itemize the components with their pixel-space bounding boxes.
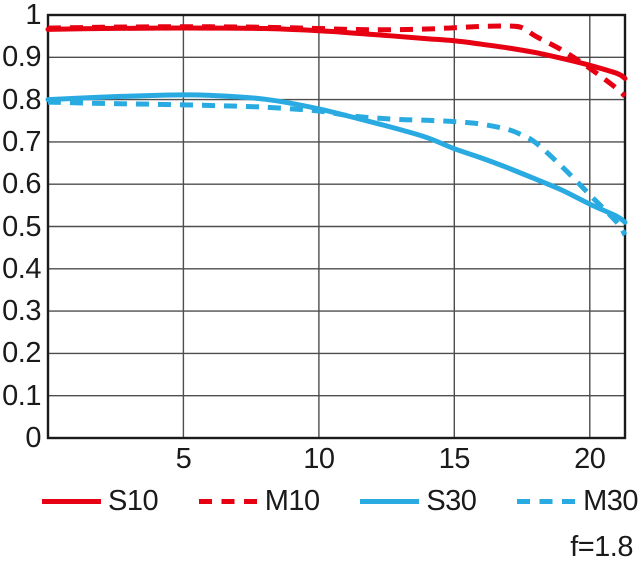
legend-item-m30: M30 — [517, 485, 638, 517]
solid-line-swatch — [42, 498, 101, 504]
y-tick-label: 0.8 — [2, 83, 41, 116]
x-tick-label: 5 — [175, 443, 192, 475]
dashed-line-swatch — [198, 498, 258, 504]
dashed-line-swatch — [517, 498, 577, 504]
solid-line-swatch — [360, 498, 420, 504]
y-tick-label: 0 — [25, 422, 41, 454]
legend-label: S10 — [108, 485, 159, 517]
y-tick-label: 0.6 — [2, 168, 41, 201]
legend: S10 M10 S30 M30 — [42, 484, 638, 518]
y-tick-label: 0.2 — [2, 337, 41, 370]
y-tick-label: 0.4 — [2, 252, 41, 285]
y-tick-label: 0.3 — [2, 295, 41, 328]
curve-m30 — [47, 99, 628, 237]
y-tick-label: 0.7 — [2, 125, 41, 158]
plot-border — [46, 13, 627, 440]
y-tick-label: 1 — [25, 0, 41, 31]
legend-item-s30: S30 — [360, 485, 477, 517]
legend-label: M10 — [264, 485, 320, 517]
curve-m10 — [47, 23, 627, 99]
aperture-label: f=1.8 — [570, 531, 633, 563]
x-axis-labels: 5 10 15 20 — [0, 443, 640, 477]
x-tick-label: 15 — [438, 443, 471, 475]
y-tick-label: 0.9 — [2, 41, 41, 74]
legend-item-s10: S10 — [42, 485, 159, 517]
y-tick-label: 0.5 — [2, 210, 41, 243]
x-tick-label: 10 — [303, 443, 335, 475]
legend-label: M30 — [583, 485, 638, 517]
legend-label: S30 — [426, 485, 477, 517]
curve-s30 — [45, 92, 628, 225]
y-tick-label: 0.1 — [2, 379, 41, 412]
y-axis-labels: 1 0.9 0.8 0.7 0.6 0.5 0.4 0.3 0.2 0.1 0 — [0, 0, 41, 460]
legend-item-m10: M10 — [198, 485, 320, 517]
x-tick-label: 20 — [574, 443, 606, 475]
